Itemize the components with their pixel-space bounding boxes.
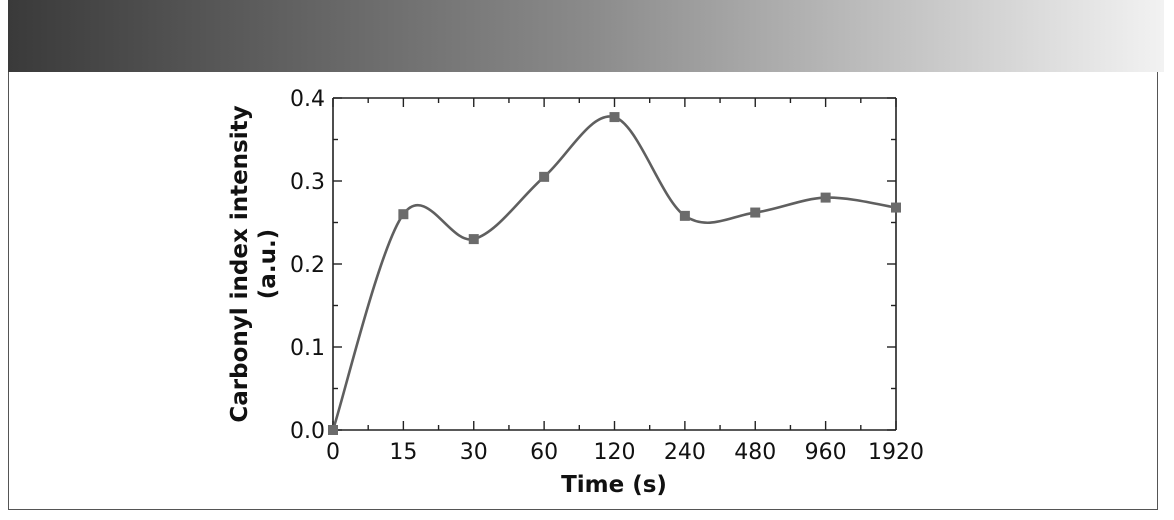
data-point: [328, 425, 338, 435]
y-tick-label: 0.2: [290, 253, 325, 278]
y-tick-label: 0.1: [290, 336, 325, 361]
data-point: [539, 171, 550, 182]
series-line: [331, 115, 897, 431]
x-tick-label: 0: [326, 440, 340, 465]
data-point: [398, 209, 409, 220]
x-tick-label: 240: [664, 440, 706, 465]
axes: [332, 97, 897, 431]
x-tick-label: 30: [460, 440, 488, 465]
x-tick-label: 480: [734, 440, 776, 465]
data-point: [820, 192, 831, 203]
data-point: [750, 207, 761, 218]
y-tick-label: 0.0: [290, 419, 325, 444]
header-banner: [8, 0, 1164, 72]
y-tick-label: 0.4: [290, 87, 325, 112]
y-axis-title-line2: (a.u.): [255, 229, 281, 299]
y-ticks: 0.0 0.1 0.2 0.3 0.4: [290, 87, 896, 444]
data-point: [891, 202, 901, 213]
x-tick-label: 1920: [868, 440, 924, 465]
x-tick-label: 120: [594, 440, 636, 465]
figure-frame: [8, 72, 1158, 510]
data-markers: [328, 112, 901, 435]
x-tick-label: 960: [805, 440, 847, 465]
data-point: [679, 210, 690, 221]
x-ticks: 0 15 30 60 120 240 480 960 1920: [326, 98, 924, 465]
y-tick-label: 0.3: [290, 170, 325, 195]
data-point: [468, 234, 479, 245]
data-point: [609, 112, 620, 123]
x-tick-label: 60: [530, 440, 558, 465]
x-axis-title: Time (s): [561, 472, 667, 498]
x-tick-label: 15: [389, 440, 417, 465]
y-axis-title-line1: Carbonyl index intensity: [227, 105, 253, 422]
